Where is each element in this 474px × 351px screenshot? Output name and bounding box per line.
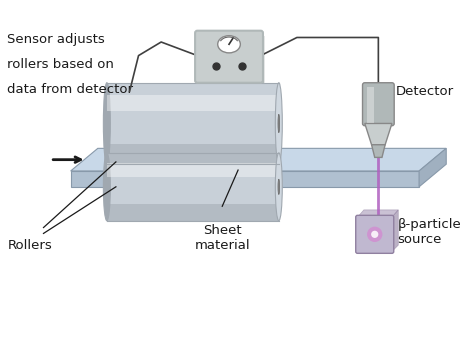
Polygon shape (367, 87, 374, 122)
Polygon shape (372, 145, 385, 157)
Ellipse shape (278, 114, 280, 133)
Polygon shape (357, 210, 398, 217)
Ellipse shape (371, 231, 378, 238)
Polygon shape (71, 148, 446, 171)
Ellipse shape (275, 83, 283, 164)
Ellipse shape (275, 153, 283, 221)
FancyBboxPatch shape (195, 31, 263, 83)
Polygon shape (107, 153, 279, 221)
Polygon shape (107, 163, 279, 177)
FancyBboxPatch shape (356, 215, 394, 253)
Polygon shape (261, 33, 264, 84)
Polygon shape (107, 83, 279, 164)
Ellipse shape (218, 36, 240, 53)
Polygon shape (419, 148, 446, 187)
Text: rollers based on: rollers based on (7, 58, 114, 71)
Ellipse shape (278, 179, 280, 194)
Ellipse shape (367, 227, 383, 242)
FancyBboxPatch shape (363, 83, 394, 126)
Polygon shape (107, 95, 279, 111)
Ellipse shape (103, 83, 110, 164)
Text: Rollers: Rollers (7, 239, 52, 252)
Polygon shape (71, 171, 419, 187)
Polygon shape (107, 204, 279, 221)
Text: Sensor adjusts: Sensor adjusts (7, 33, 105, 46)
Polygon shape (107, 144, 279, 164)
Text: data from detector: data from detector (7, 83, 133, 96)
Ellipse shape (103, 153, 110, 221)
Text: Sheet
material: Sheet material (194, 224, 250, 252)
Polygon shape (365, 124, 392, 145)
Text: Detector: Detector (395, 85, 454, 98)
Text: β-particle
source: β-particle source (397, 218, 461, 246)
Polygon shape (392, 210, 398, 252)
